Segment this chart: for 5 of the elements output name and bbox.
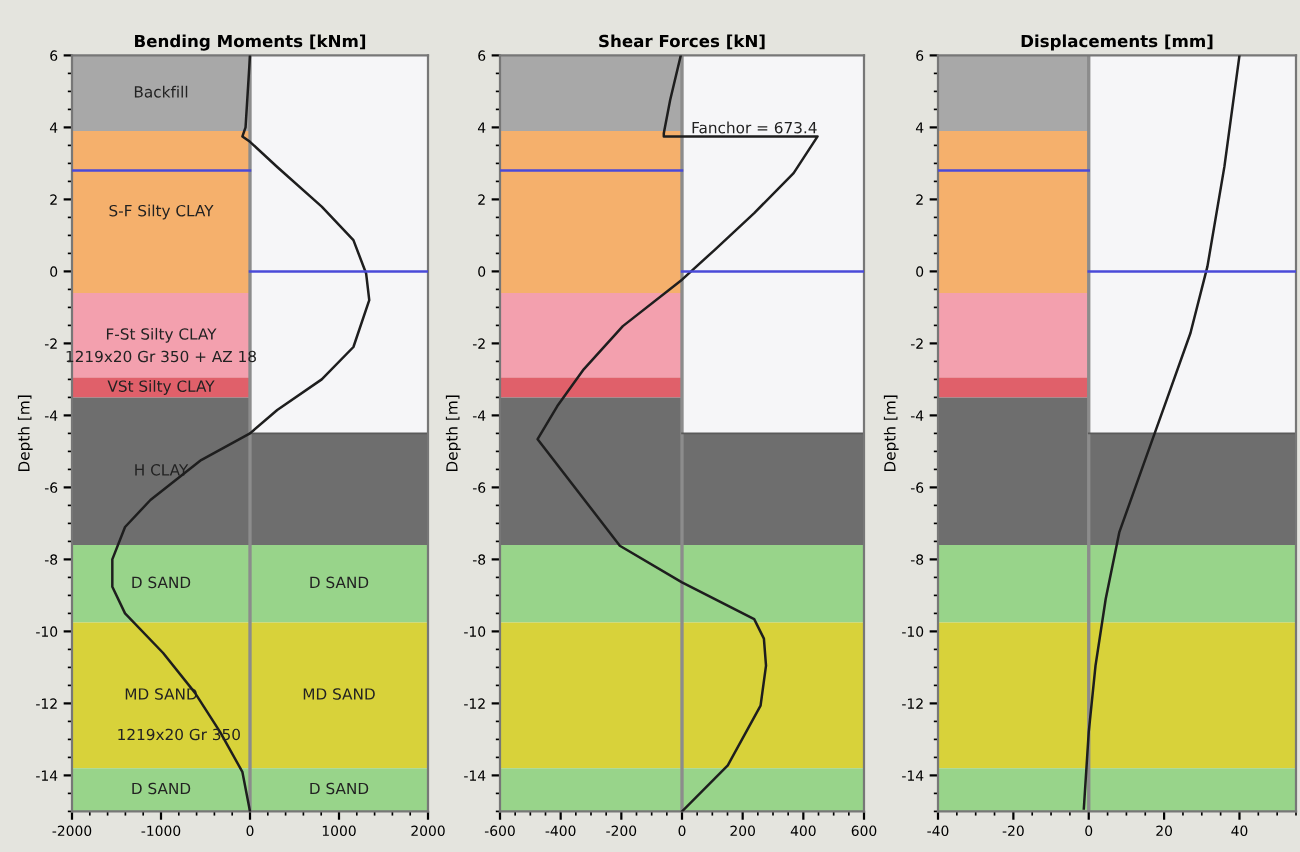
chart-title: Shear Forces [kN] [599,34,765,50]
line-series [536,55,819,812]
chart-title: Displacements [mm] [1021,34,1213,51]
chart-title: Bending Moments [kNm] [135,34,366,51]
line-series [1082,55,1241,810]
